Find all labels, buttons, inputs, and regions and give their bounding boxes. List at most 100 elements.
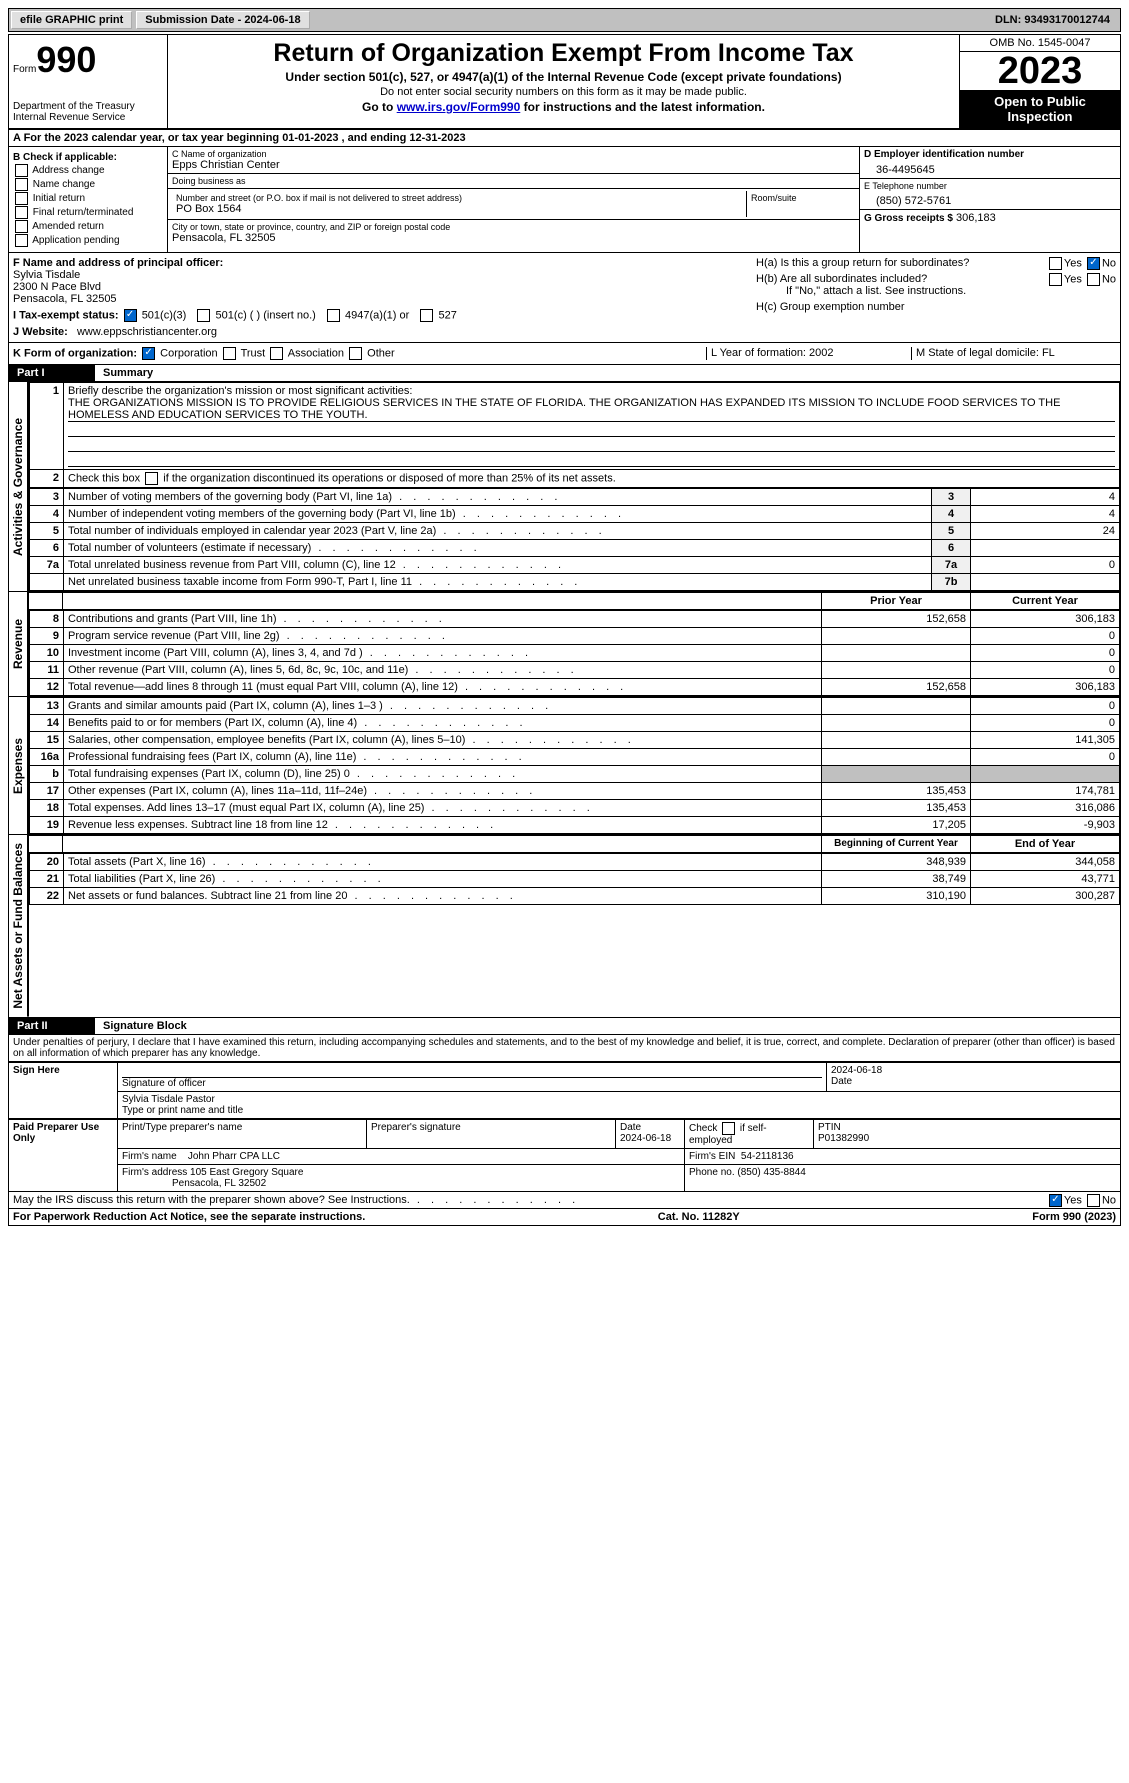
org-name: Epps Christian Center <box>172 159 855 171</box>
line-value <box>971 574 1120 591</box>
footer-right: Form 990 (2023) <box>1032 1211 1116 1223</box>
4947-check[interactable] <box>327 309 340 322</box>
col-b-label: B Check if applicable: <box>13 152 163 163</box>
form-org-label: K Form of organization: <box>13 347 137 359</box>
line-num: 22 <box>30 888 64 905</box>
trust-check[interactable] <box>223 347 236 360</box>
self-emp-check[interactable] <box>722 1122 735 1135</box>
other-check[interactable] <box>349 347 362 360</box>
ha-yes-check[interactable] <box>1049 257 1062 270</box>
gross-label: G Gross receipts $ <box>864 213 953 224</box>
line-box: 7b <box>932 574 971 591</box>
mission-text: THE ORGANIZATIONS MISSION IS TO PROVIDE … <box>68 397 1115 422</box>
line2-text: Check this box if the organization disco… <box>64 470 1120 488</box>
submission-button[interactable]: Submission Date - 2024-06-18 <box>136 11 309 29</box>
501c-check[interactable] <box>197 309 210 322</box>
current-year-value: 141,305 <box>971 732 1120 749</box>
assoc-check[interactable] <box>270 347 283 360</box>
footer-mid: Cat. No. 11282Y <box>658 1211 740 1223</box>
current-year-value: -9,903 <box>971 817 1120 834</box>
line-num: 12 <box>30 679 64 696</box>
line-num: 10 <box>30 645 64 662</box>
dln-text: DLN: 93493170012744 <box>995 14 1110 26</box>
tel-value: (850) 572-5761 <box>864 191 1116 207</box>
hb-no-check[interactable] <box>1087 273 1100 286</box>
line-num: 11 <box>30 662 64 679</box>
irs-link[interactable]: www.irs.gov/Form990 <box>397 100 521 114</box>
amended-return-check[interactable] <box>15 220 28 233</box>
begin-year-header: Beginning of Current Year <box>822 836 971 853</box>
corp-check[interactable] <box>142 347 155 360</box>
line-text: Salaries, other compensation, employee b… <box>64 732 822 749</box>
part2-title: Signature Block <box>103 1020 187 1032</box>
prior-year-value: 17,205 <box>822 817 971 834</box>
527-check[interactable] <box>420 309 433 322</box>
prior-year-value <box>822 628 971 645</box>
firm-phone: (850) 435-8844 <box>737 1167 805 1178</box>
line-num: 14 <box>30 715 64 732</box>
firm-ein-label: Firm's EIN <box>689 1151 735 1162</box>
hb-yes-check[interactable] <box>1049 273 1062 286</box>
netassets-section: Net Assets or Fund Balances Beginning of… <box>8 835 1121 1018</box>
prior-year-value <box>822 749 971 766</box>
current-year-value: 174,781 <box>971 783 1120 800</box>
end-year-header: End of Year <box>971 836 1120 853</box>
street-value: PO Box 1564 <box>176 203 742 215</box>
website-value: www.eppschristiancenter.org <box>77 326 217 338</box>
line-num: 8 <box>30 611 64 628</box>
501c3-check[interactable] <box>124 309 137 322</box>
year-formation: L Year of formation: 2002 <box>706 347 911 360</box>
org-name-label: C Name of organization <box>172 149 855 159</box>
line-text: Contributions and grants (Part VIII, lin… <box>64 611 822 628</box>
current-year-value: 0 <box>971 662 1120 679</box>
firm-phone-label: Phone no. <box>689 1167 735 1178</box>
header-right: OMB No. 1545-0047 2023 Open to Public In… <box>959 35 1120 128</box>
ha-no-check[interactable] <box>1087 257 1100 270</box>
gross-value: 306,183 <box>956 212 996 224</box>
name-change-check[interactable] <box>15 178 28 191</box>
current-year-value: 306,183 <box>971 611 1120 628</box>
ha-label: H(a) Is this a group return for subordin… <box>756 257 969 269</box>
sign-here-label: Sign Here <box>9 1062 118 1118</box>
section-a: A For the 2023 calendar year, or tax yea… <box>8 130 1121 147</box>
officer-name: Sylvia Tisdale <box>13 269 756 281</box>
firm-addr2: Pensacola, FL 32502 <box>172 1178 266 1189</box>
current-year-header: Current Year <box>971 593 1120 610</box>
final-return-check[interactable] <box>15 206 28 219</box>
revenue-section: Revenue Prior Year Current Year 8 Contri… <box>8 592 1121 697</box>
netassets-tab: Net Assets or Fund Balances <box>9 835 29 1017</box>
firm-ein: 54-2118136 <box>741 1151 794 1162</box>
website-label: J Website: <box>13 326 68 338</box>
line-num: 19 <box>30 817 64 834</box>
line-num: 20 <box>30 854 64 871</box>
sign-date-label: Date <box>831 1076 852 1087</box>
discuss-yes-check[interactable] <box>1049 1194 1062 1207</box>
addr-change-check[interactable] <box>15 164 28 177</box>
initial-return-check[interactable] <box>15 192 28 205</box>
prior-year-value: 348,939 <box>822 854 971 871</box>
line-value: 0 <box>971 557 1120 574</box>
efile-button[interactable]: efile GRAPHIC print <box>11 11 132 29</box>
prior-year-value: 310,190 <box>822 888 971 905</box>
dba-label: Doing business as <box>172 176 855 186</box>
line-text: Total liabilities (Part X, line 26) <box>64 871 822 888</box>
line-text: Other expenses (Part IX, column (A), lin… <box>64 783 822 800</box>
line-text: Number of independent voting members of … <box>64 506 932 523</box>
expenses-tab: Expenses <box>9 697 29 834</box>
line-text: Total assets (Part X, line 16) <box>64 854 822 871</box>
prep-sig-label: Preparer's signature <box>371 1122 461 1133</box>
current-year-value: 316,086 <box>971 800 1120 817</box>
line2-check[interactable] <box>145 472 158 485</box>
line-num: 16a <box>30 749 64 766</box>
prior-year-value: 135,453 <box>822 783 971 800</box>
form-number: 990 <box>36 39 96 80</box>
firm-addr1: 105 East Gregory Square <box>190 1167 303 1178</box>
paid-preparer-label: Paid Preparer Use Only <box>9 1119 118 1191</box>
discuss-no-check[interactable] <box>1087 1194 1100 1207</box>
app-pending-check[interactable] <box>15 234 28 247</box>
line-text: Total fundraising expenses (Part IX, col… <box>64 766 822 783</box>
prior-year-value: 38,749 <box>822 871 971 888</box>
line-text: Net unrelated business taxable income fr… <box>64 574 932 591</box>
inspection-badge: Open to Public Inspection <box>960 90 1120 128</box>
prior-year-value: 152,658 <box>822 679 971 696</box>
